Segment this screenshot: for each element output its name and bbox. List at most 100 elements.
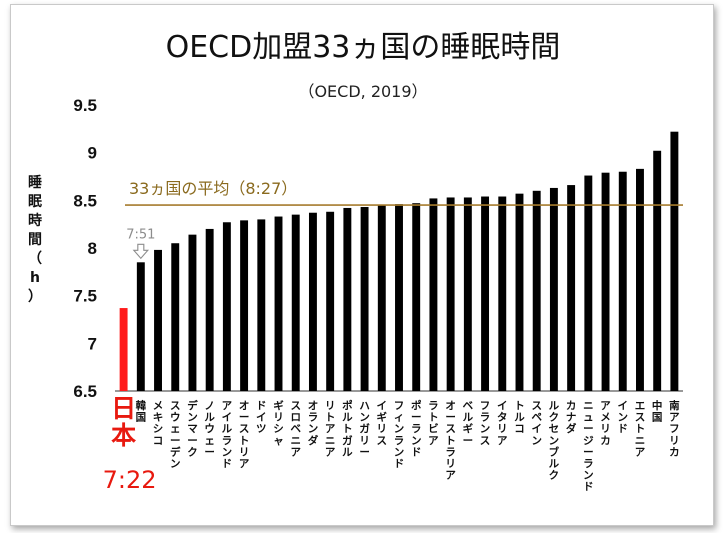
category-label-char: ニ — [583, 400, 594, 412]
category-label-char: ニ — [635, 435, 646, 447]
category-label-char: リ — [497, 423, 508, 435]
category-label-char: ビ — [428, 422, 439, 435]
category-label-char: ト — [428, 412, 439, 424]
category-label-char: ル — [514, 412, 525, 424]
category-label-char: 国 — [652, 412, 663, 424]
japan-value-label: 7:22 — [103, 466, 157, 494]
bar-11 — [291, 214, 300, 391]
category-label-char: キ — [153, 412, 164, 424]
category-label-char: イ — [497, 400, 508, 412]
bar-19 — [429, 198, 438, 391]
category-label-char: ス — [531, 400, 542, 412]
category-label-char: シ — [153, 423, 164, 435]
category-label-char: ラ — [411, 423, 422, 435]
category-label-char: ン — [618, 412, 629, 424]
category-label-char: ン — [359, 412, 370, 424]
category-label-char: ラ — [394, 435, 405, 447]
category-label-char: ス — [480, 435, 491, 447]
korea-callout-label: 7:51 — [126, 227, 155, 242]
category-label-char: ア — [290, 446, 301, 458]
bar-24 — [515, 193, 524, 391]
bar-17 — [395, 204, 403, 391]
category-label-char: ャ — [273, 435, 284, 447]
bar-23 — [498, 196, 507, 391]
category-label-char: マ — [187, 423, 198, 435]
category-label-char: オ — [239, 400, 250, 412]
bar-31 — [636, 168, 644, 391]
category-label-char: ギ — [463, 422, 474, 435]
category-label-char: カ — [566, 400, 577, 412]
category-label-char: ク — [549, 470, 560, 482]
category-label-char: ス — [377, 435, 388, 447]
category-label-char: ペ — [531, 412, 542, 424]
category-label-char: イ — [377, 400, 388, 412]
category-label-char: ハ — [359, 400, 370, 412]
category-label-char: ン — [583, 470, 594, 482]
category-label-char: タ — [497, 412, 508, 424]
category-label-char: ベ — [290, 423, 301, 435]
y-tick-label: 6.5 — [73, 382, 97, 401]
category-label-char: シ — [273, 423, 284, 435]
category-label-char: リ — [359, 435, 370, 447]
category-label-char: オ — [445, 400, 456, 412]
y-axis-label-char: 睡 — [28, 175, 42, 191]
category-label-char: イ — [531, 423, 542, 435]
category-label-char: ン — [480, 423, 491, 435]
bar-16 — [377, 205, 386, 391]
category-label-char: ン — [411, 435, 422, 447]
category-label-char: イ — [618, 400, 629, 412]
category-label-char: ニ — [325, 435, 336, 447]
category-label-char: ウ — [170, 412, 181, 424]
category-label-char: ド — [411, 446, 422, 458]
category-label-char: ト — [635, 423, 646, 435]
category-label-char: ブ — [549, 445, 560, 458]
category-label-char: ラ — [583, 458, 594, 470]
category-label-char: ラ — [308, 412, 319, 424]
category-label-char: ー — [583, 446, 594, 458]
category-label-char: ト — [325, 412, 336, 424]
category-label-char: 韓 — [136, 399, 147, 412]
bar-2 — [136, 262, 145, 391]
y-tick-label: 7.5 — [73, 287, 97, 306]
category-label-char: ド — [222, 458, 233, 470]
bar-3 — [154, 249, 162, 391]
bar-1 — [119, 308, 128, 391]
bar-13 — [326, 211, 335, 391]
bar-28 — [584, 175, 593, 391]
bar-5 — [188, 234, 197, 391]
japan-name-label: 日本 — [111, 394, 136, 450]
bar-7 — [222, 222, 231, 391]
category-label-char: リ — [600, 423, 611, 435]
bar-22 — [481, 196, 490, 391]
category-label-char: ド — [394, 458, 405, 470]
category-label-char: ン — [531, 435, 542, 447]
category-label-char: ラ — [480, 412, 491, 424]
category-label-char: ド — [618, 423, 629, 435]
category-label-char: ラ — [222, 435, 233, 447]
category-label-char: ス — [445, 423, 456, 435]
bar-8 — [240, 220, 249, 391]
category-label-char: ン — [187, 412, 198, 424]
category-label-char: ガ — [359, 422, 370, 435]
category-label-char: ア — [445, 470, 456, 482]
category-label-char: ア — [497, 435, 508, 447]
y-axis-label-char: h — [30, 270, 40, 286]
category-label-char: ト — [445, 435, 456, 447]
category-label-char: ー — [170, 435, 181, 447]
y-axis-label: 睡眠時間 （ h ） — [28, 175, 42, 305]
category-label-char: ア — [239, 458, 250, 470]
category-label-char: フ — [480, 400, 491, 412]
y-axis-label-char: （ — [28, 251, 42, 267]
category-label-char: ア — [325, 423, 336, 435]
y-axis-label-char: 間 — [28, 232, 42, 248]
category-label-char: ベ — [463, 400, 474, 412]
category-label-char: ィ — [394, 412, 405, 424]
y-axis-ticks: 6.5 7 7.5 8 8.5 9 9.5 — [73, 96, 97, 401]
category-label-char: ギ — [377, 411, 388, 424]
bar-10 — [274, 216, 283, 391]
category-label-char: ス — [290, 400, 301, 412]
bar-15 — [360, 207, 369, 391]
y-tick-label: 9.5 — [73, 96, 97, 115]
category-label-char: セ — [549, 423, 560, 435]
